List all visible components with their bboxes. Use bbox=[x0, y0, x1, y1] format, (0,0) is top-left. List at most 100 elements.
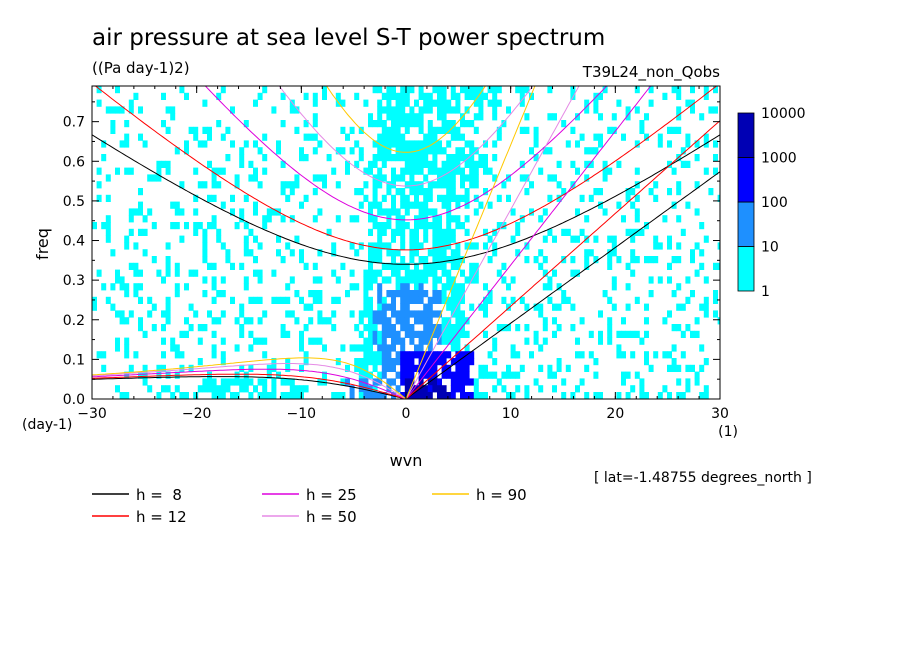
power-cell bbox=[105, 235, 111, 243]
power-cell bbox=[363, 167, 369, 175]
power-cell bbox=[115, 86, 120, 94]
power-cell bbox=[363, 337, 369, 345]
power-cell bbox=[404, 283, 410, 291]
power-cell bbox=[676, 256, 682, 264]
power-cell bbox=[483, 310, 488, 318]
power-cell bbox=[703, 276, 709, 284]
power-cell bbox=[437, 262, 442, 270]
power-cell bbox=[598, 188, 603, 196]
power-cell bbox=[446, 188, 452, 196]
power-cell bbox=[483, 92, 488, 100]
power-cell bbox=[211, 215, 217, 223]
power-cell bbox=[556, 283, 562, 291]
power-cell bbox=[363, 324, 369, 332]
power-cell bbox=[377, 242, 383, 250]
power-cell bbox=[188, 324, 194, 332]
power-cell bbox=[138, 106, 143, 114]
power-cell bbox=[409, 154, 415, 162]
power-cell bbox=[294, 181, 300, 189]
power-cell bbox=[391, 113, 396, 121]
power-cell bbox=[377, 303, 383, 311]
power-cell bbox=[423, 92, 429, 100]
plot-area: −30 −20 −10 0 10 20 30 0.00.10.20.30.40.50.60.… bbox=[63, 85, 729, 422]
power-cell bbox=[354, 358, 360, 366]
power-cell bbox=[391, 378, 396, 386]
power-cell bbox=[556, 303, 562, 311]
power-cell bbox=[414, 222, 419, 230]
power-cell bbox=[483, 167, 488, 175]
power-cell bbox=[170, 398, 176, 399]
power-cell bbox=[483, 242, 488, 250]
power-cell bbox=[184, 140, 189, 148]
power-cell bbox=[395, 154, 401, 162]
power-cell bbox=[621, 378, 626, 386]
power-cell bbox=[464, 140, 470, 148]
power-cell bbox=[611, 303, 617, 311]
power-cell bbox=[257, 92, 263, 100]
power-cell bbox=[358, 154, 364, 162]
power-cell bbox=[441, 160, 447, 168]
chart-units: ((Pa day-1)2) bbox=[92, 59, 190, 77]
power-cell bbox=[510, 351, 516, 359]
power-cell bbox=[685, 133, 691, 141]
power-cell bbox=[395, 222, 401, 230]
power-cell bbox=[234, 317, 240, 325]
power-cell bbox=[552, 174, 557, 182]
power-cell bbox=[529, 351, 534, 359]
power-cell bbox=[455, 378, 461, 386]
power-cell bbox=[450, 181, 456, 189]
colorbar-label: 10 bbox=[761, 240, 779, 256]
power-cell bbox=[395, 113, 401, 121]
power-cell bbox=[450, 167, 456, 175]
power-cell bbox=[299, 385, 304, 393]
power-cell bbox=[492, 154, 498, 162]
power-cell bbox=[427, 358, 433, 366]
power-cell bbox=[331, 167, 337, 175]
power-cell bbox=[565, 228, 571, 236]
power-cell bbox=[381, 242, 387, 250]
power-cell bbox=[335, 296, 341, 304]
power-cell bbox=[437, 256, 442, 264]
power-cell bbox=[331, 310, 337, 318]
power-cell bbox=[349, 310, 355, 318]
power-cell bbox=[368, 208, 373, 216]
y-tick-label: 0.1 bbox=[63, 352, 85, 368]
power-cell bbox=[538, 344, 544, 352]
power-cell bbox=[151, 303, 157, 311]
power-cell bbox=[211, 283, 217, 291]
power-cell bbox=[478, 154, 484, 162]
power-cell bbox=[193, 126, 199, 134]
power-cell bbox=[690, 106, 695, 114]
power-cell bbox=[381, 303, 387, 311]
power-cell bbox=[437, 398, 442, 399]
power-cell bbox=[450, 160, 456, 168]
power-cell bbox=[147, 174, 153, 182]
power-cell bbox=[377, 181, 383, 189]
power-cell bbox=[460, 358, 465, 366]
gravity-curve bbox=[92, 134, 720, 265]
power-cell bbox=[515, 249, 521, 257]
power-cell bbox=[119, 392, 125, 399]
power-cell bbox=[584, 174, 590, 182]
power-cell bbox=[211, 398, 217, 399]
power-cell bbox=[262, 398, 268, 399]
power-cell bbox=[418, 160, 424, 168]
power-cell bbox=[372, 194, 378, 202]
power-cell bbox=[165, 242, 171, 250]
power-cell bbox=[386, 181, 392, 189]
power-cell bbox=[483, 188, 488, 196]
power-cell bbox=[414, 283, 419, 291]
power-cell bbox=[386, 242, 392, 250]
power-cell bbox=[441, 249, 447, 257]
power-cell bbox=[685, 201, 691, 209]
power-cell bbox=[285, 330, 291, 338]
power-cell bbox=[280, 398, 286, 399]
power-cell bbox=[400, 113, 406, 121]
legend-label: h = 12 bbox=[136, 508, 187, 526]
power-cell bbox=[368, 310, 373, 318]
power-cell bbox=[197, 140, 203, 148]
power-cell bbox=[441, 106, 447, 114]
power-cell bbox=[506, 194, 511, 202]
power-cell bbox=[220, 310, 226, 318]
power-cell bbox=[243, 194, 249, 202]
